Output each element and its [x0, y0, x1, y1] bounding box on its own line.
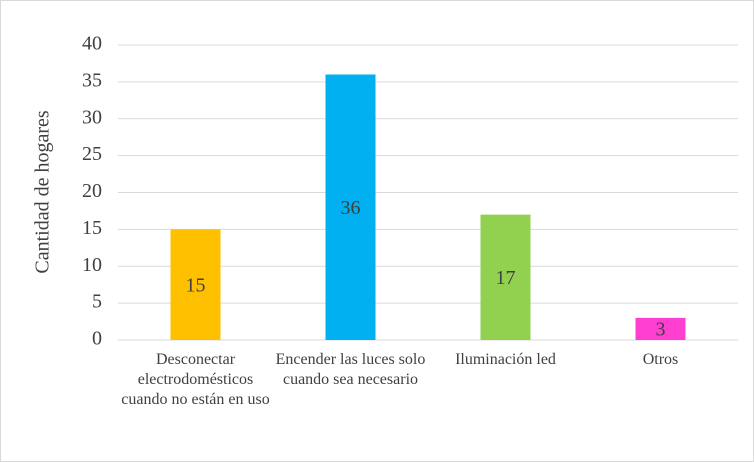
y-tick-label: 5 [92, 291, 102, 313]
y-tick-label: 35 [82, 69, 102, 91]
y-tick-label: 30 [82, 106, 102, 128]
x-tick-label: Otros [642, 351, 679, 368]
data-label: 17 [496, 267, 516, 289]
x-tick-label: Desconectar electrodomésticos cuando no … [121, 351, 270, 408]
y-tick-label: 15 [82, 217, 102, 239]
y-axis-title: Cantidad de hogares [32, 110, 54, 273]
data-label: 15 [186, 274, 206, 296]
bar [635, 317, 686, 340]
y-tick-label: 40 [82, 33, 102, 55]
y-tick-label: 20 [82, 180, 102, 202]
bar [325, 74, 376, 340]
x-tick-label: Encender las luces solo cuando sea neces… [275, 351, 426, 388]
bar [480, 214, 531, 340]
data-label: 3 [656, 319, 666, 341]
data-label: 36 [341, 197, 361, 219]
x-tick-label: Iluminación led [455, 351, 556, 368]
y-tick-label: 25 [82, 143, 102, 165]
bar [170, 229, 221, 340]
y-tick-label: 10 [82, 254, 102, 276]
y-tick-label: 0 [92, 328, 102, 350]
